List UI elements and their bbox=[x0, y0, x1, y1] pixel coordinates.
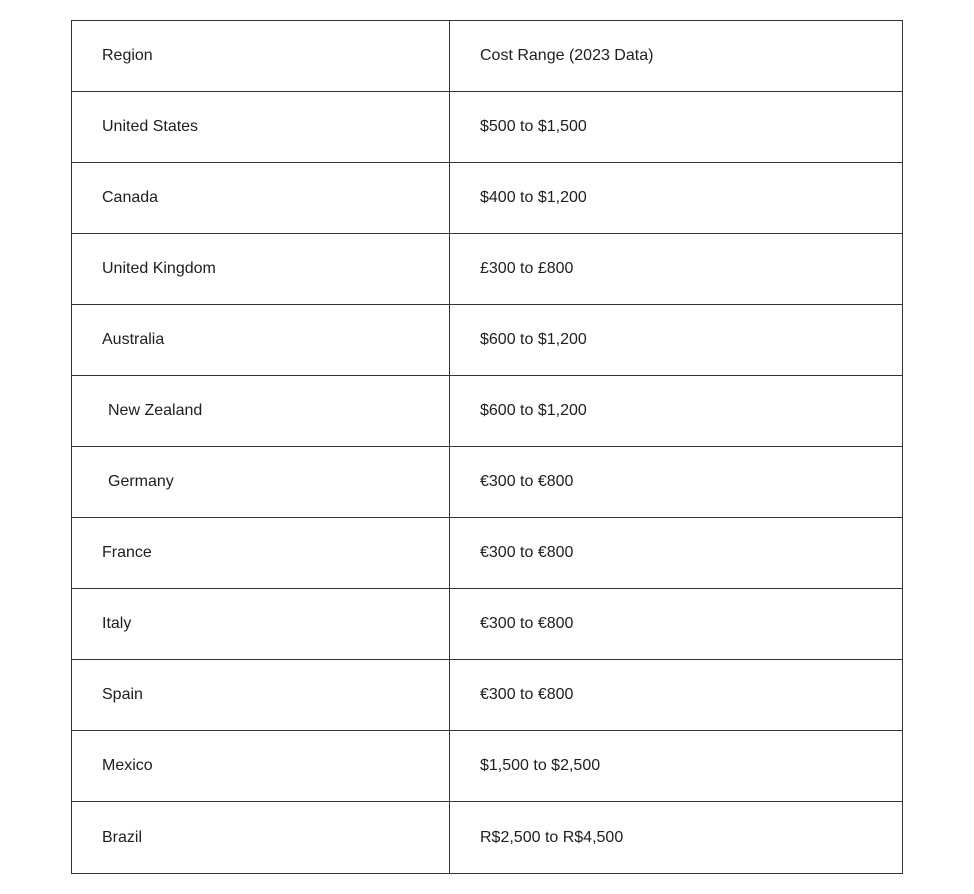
table-row: Germany €300 to €800 bbox=[72, 447, 902, 518]
cell-region: Germany bbox=[72, 447, 450, 517]
cell-cost: $500 to $1,500 bbox=[450, 92, 902, 162]
cell-region: France bbox=[72, 518, 450, 588]
cell-region: Italy bbox=[72, 589, 450, 659]
table-row: Italy €300 to €800 bbox=[72, 589, 902, 660]
cell-cost: €300 to €800 bbox=[450, 589, 902, 659]
cell-region: Mexico bbox=[72, 731, 450, 801]
cell-region: Canada bbox=[72, 163, 450, 233]
cost-table: Region Cost Range (2023 Data) United Sta… bbox=[71, 20, 903, 874]
cell-region: Spain bbox=[72, 660, 450, 730]
header-cost: Cost Range (2023 Data) bbox=[450, 21, 902, 91]
cell-cost: €300 to €800 bbox=[450, 660, 902, 730]
table-row: Spain €300 to €800 bbox=[72, 660, 902, 731]
table-row: Brazil R$2,500 to R$4,500 bbox=[72, 802, 902, 873]
cell-cost: €300 to €800 bbox=[450, 518, 902, 588]
cell-cost: $400 to $1,200 bbox=[450, 163, 902, 233]
cell-cost: €300 to €800 bbox=[450, 447, 902, 517]
table-row: Canada $400 to $1,200 bbox=[72, 163, 902, 234]
cell-region: Australia bbox=[72, 305, 450, 375]
table-row: United States $500 to $1,500 bbox=[72, 92, 902, 163]
cell-region: United States bbox=[72, 92, 450, 162]
cell-cost: $600 to $1,200 bbox=[450, 305, 902, 375]
table-row: New Zealand $600 to $1,200 bbox=[72, 376, 902, 447]
cell-cost: £300 to £800 bbox=[450, 234, 902, 304]
cell-cost: $600 to $1,200 bbox=[450, 376, 902, 446]
cell-region: United Kingdom bbox=[72, 234, 450, 304]
cell-region: New Zealand bbox=[72, 376, 450, 446]
cell-cost: $1,500 to $2,500 bbox=[450, 731, 902, 801]
cell-cost: R$2,500 to R$4,500 bbox=[450, 802, 902, 873]
table-row: France €300 to €800 bbox=[72, 518, 902, 589]
header-region: Region bbox=[72, 21, 450, 91]
table-row: Mexico $1,500 to $2,500 bbox=[72, 731, 902, 802]
cell-region: Brazil bbox=[72, 802, 450, 873]
table-header-row: Region Cost Range (2023 Data) bbox=[72, 21, 902, 92]
table-row: United Kingdom £300 to £800 bbox=[72, 234, 902, 305]
table-row: Australia $600 to $1,200 bbox=[72, 305, 902, 376]
